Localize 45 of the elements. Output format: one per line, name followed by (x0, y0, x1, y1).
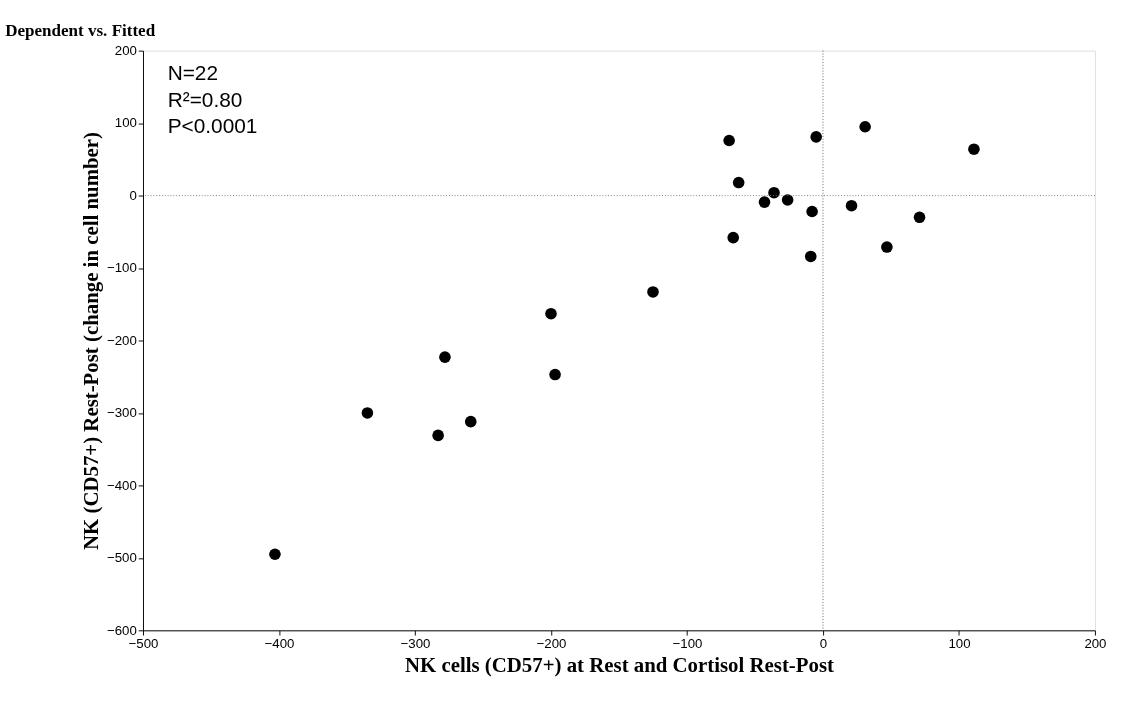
point (723, 134, 735, 147)
point (913, 211, 926, 224)
point (464, 415, 477, 428)
x-tick-label: 200 (1084, 635, 1107, 651)
y-tick-label: −600 (107, 622, 137, 638)
annotation: R²=0.80 (167, 87, 243, 111)
x-tick-label: −400 (264, 635, 295, 651)
y-axis-title: NK (CD57+) Rest-Post (change in cell number) (79, 131, 104, 550)
y-tick-label: 0 (129, 187, 137, 203)
point (859, 120, 871, 133)
point (804, 250, 817, 263)
point (269, 548, 281, 561)
y-tick-label: −300 (107, 405, 137, 421)
x-axis-title: NK cells (CD57+) at Rest and Cortisol Rest-Post (404, 653, 834, 678)
point (432, 429, 444, 442)
y-tick-label: −200 (107, 332, 137, 348)
chart-title: Dependent vs. Fitted (5, 21, 156, 41)
point (881, 241, 893, 253)
x-tick-label: 0 (819, 635, 828, 651)
annotation: P<0.0001 (167, 114, 258, 138)
y-tick-label: −500 (107, 550, 137, 566)
point (758, 196, 771, 208)
point (647, 286, 659, 298)
point (768, 186, 780, 199)
x-tick-label: −100 (672, 635, 703, 651)
x-tick-label: −200 (536, 635, 567, 651)
x-tick-label: −500 (128, 635, 159, 651)
point (549, 368, 561, 381)
point (361, 407, 374, 419)
point (781, 194, 794, 206)
point (810, 131, 822, 143)
y-tick-label: 100 (114, 115, 137, 131)
y-tick-label: 200 (114, 42, 137, 58)
point (732, 176, 745, 189)
annotation: N=22 (167, 61, 219, 85)
point (845, 199, 858, 212)
y-tick-label: −400 (107, 477, 137, 493)
point (806, 205, 818, 218)
x-tick-label: −300 (400, 635, 431, 651)
point (727, 231, 740, 244)
x-tick-label: 100 (948, 635, 971, 651)
point (545, 307, 557, 320)
point (439, 351, 451, 363)
y-tick-label: −100 (107, 260, 137, 276)
point (968, 143, 980, 155)
